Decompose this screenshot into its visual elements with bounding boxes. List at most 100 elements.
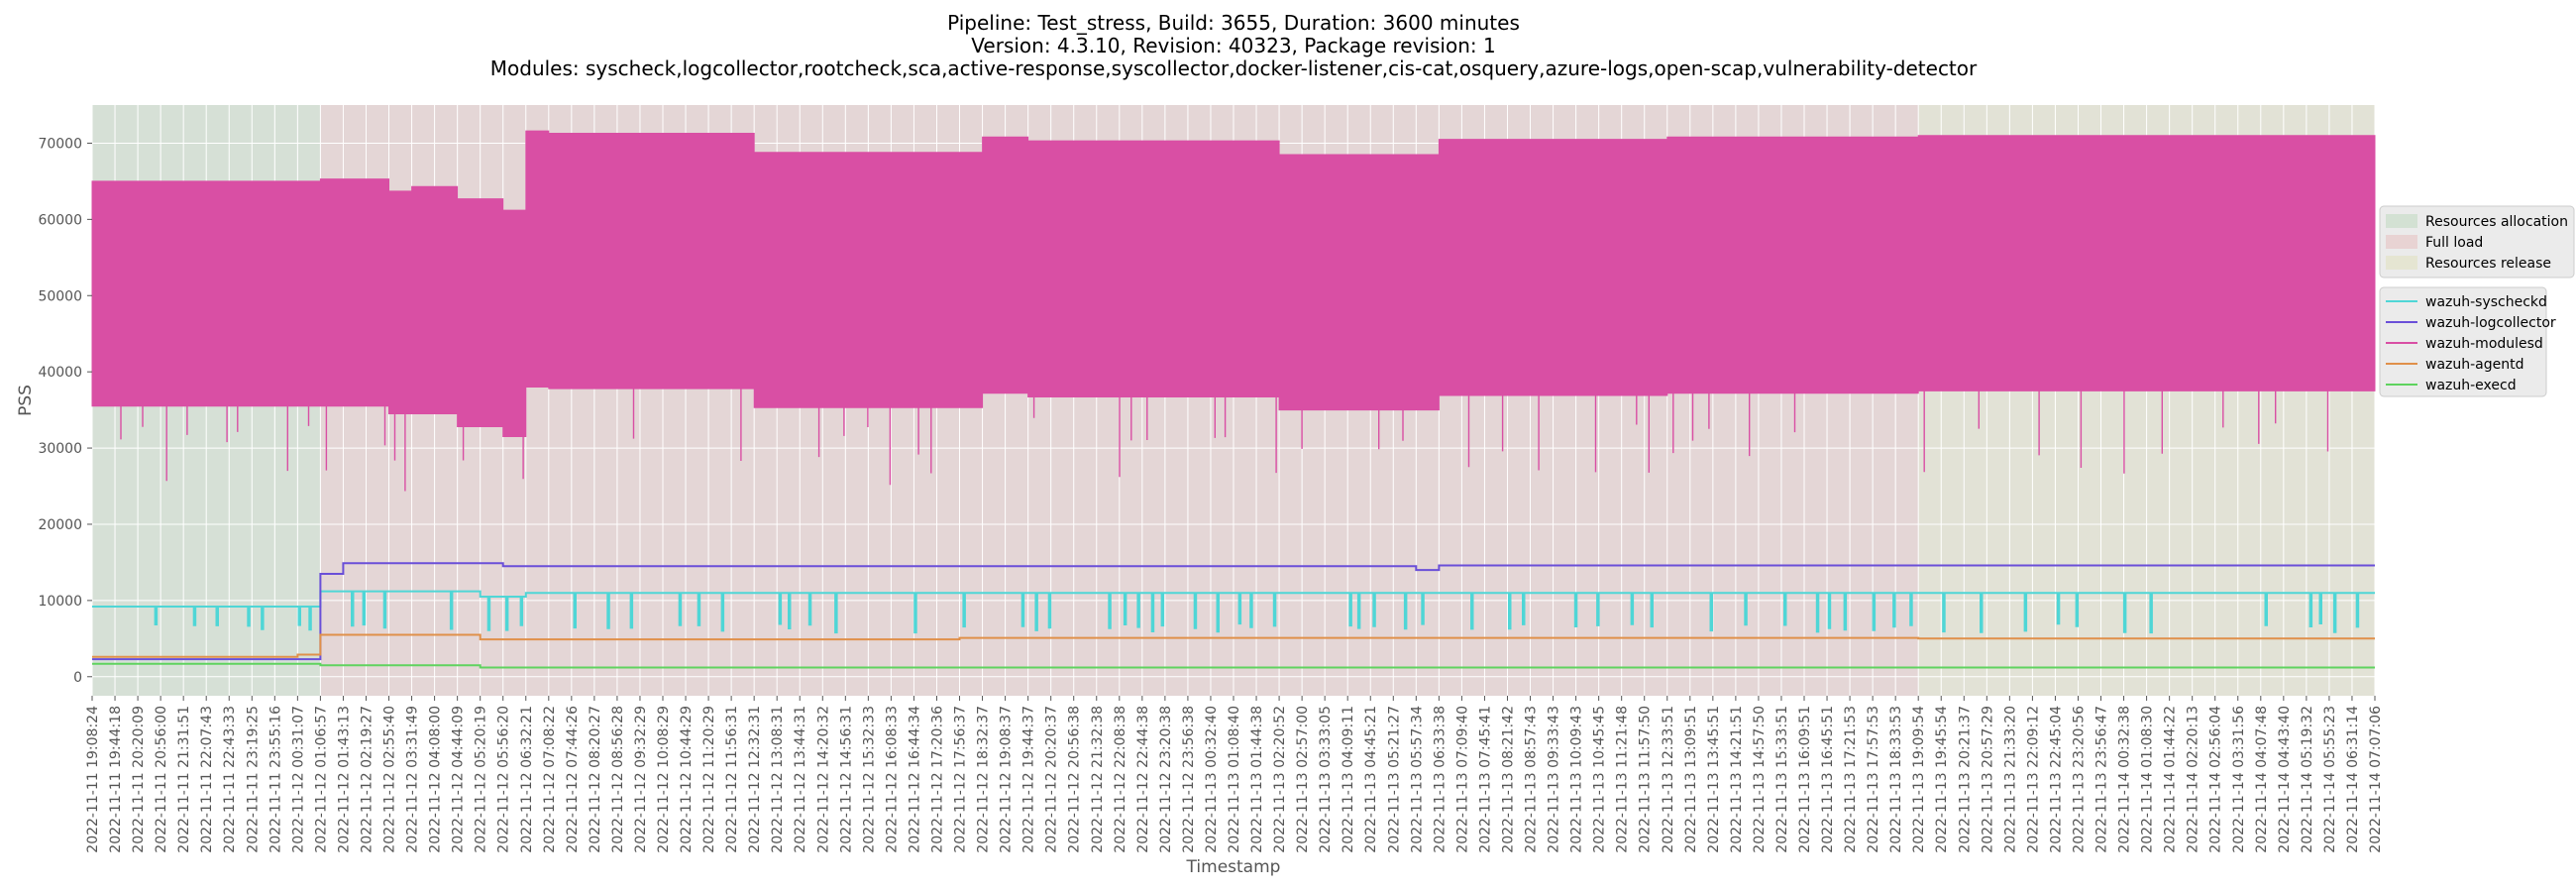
x-tick-label: 2022-11-12 04:08:00 <box>428 706 444 853</box>
x-tick-label: 2022-11-12 21:32:38 <box>1090 706 1106 853</box>
phase-legend: Resources allocation Full load Resources r… <box>2379 205 2575 279</box>
x-axis-label: Timestamp <box>1186 857 1281 877</box>
x-tick-label: 2022-11-14 06:31:14 <box>2345 706 2361 853</box>
x-tick-label: 2022-11-12 02:19:27 <box>359 706 375 853</box>
x-tick-label: 2022-11-13 18:33:53 <box>1888 706 1904 853</box>
x-tick-label: 2022-11-13 11:21:48 <box>1615 706 1631 853</box>
x-tick-label: 2022-11-13 17:21:53 <box>1843 706 1859 853</box>
x-tick-label: 2022-11-13 19:45:54 <box>1934 706 1950 853</box>
x-tick-label: 2022-11-12 20:56:38 <box>1067 706 1083 853</box>
x-tick-label: 2022-11-14 07:07:06 <box>2368 706 2384 853</box>
x-tick-label: 2022-11-13 12:33:51 <box>1661 706 1676 853</box>
chart-title-line: Modules: syscheck,logcollector,rootcheck… <box>490 56 1978 80</box>
x-tick-label: 2022-11-12 01:06:57 <box>313 706 329 853</box>
series-legend-label: wazuh-agentd <box>2425 357 2524 373</box>
x-tick-label: 2022-11-12 23:56:38 <box>1181 706 1197 853</box>
x-tick-label: 2022-11-13 15:33:51 <box>1774 706 1790 853</box>
x-tick-label: 2022-11-13 01:44:38 <box>1249 706 1265 853</box>
phase-legend-label: Full load <box>2425 235 2483 251</box>
x-tick-label: 2022-11-12 15:32:33 <box>861 706 877 853</box>
x-tick-label: 2022-11-14 02:20:13 <box>2186 706 2201 853</box>
y-tick-label: 20000 <box>38 517 82 533</box>
phase-legend-swatch <box>2386 214 2417 228</box>
x-tick-label: 2022-11-12 11:56:31 <box>724 706 740 853</box>
x-tick-label: 2022-11-11 19:08:24 <box>85 706 101 853</box>
x-tick-label: 2022-11-13 10:45:45 <box>1592 706 1608 853</box>
x-tick-label: 2022-11-12 18:32:37 <box>976 706 992 853</box>
x-tick-label: 2022-11-14 01:44:22 <box>2163 706 2179 853</box>
x-tick-label: 2022-11-12 23:20:38 <box>1158 706 1174 853</box>
x-tick-label: 2022-11-13 05:21:27 <box>1386 706 1402 853</box>
x-tick-label: 2022-11-11 22:43:33 <box>222 706 238 853</box>
phase-legend-label: Resources release <box>2425 256 2551 272</box>
x-tick-label: 2022-11-11 22:07:43 <box>199 706 215 853</box>
chart-title-line: Pipeline: Test_stress, Build: 3655, Dura… <box>947 11 1520 35</box>
x-tick-label: 2022-11-11 20:56:00 <box>154 706 169 853</box>
x-tick-label: 2022-11-14 05:55:23 <box>2322 706 2338 853</box>
y-axis-label: PSS <box>16 385 36 416</box>
chart-title-line: Version: 4.3.10, Revision: 40323, Packag… <box>971 34 1495 57</box>
x-tick-label: 2022-11-12 14:20:32 <box>815 706 831 853</box>
x-tick-label: 2022-11-13 08:21:42 <box>1500 706 1516 853</box>
x-tick-label: 2022-11-12 06:32:21 <box>519 706 535 853</box>
x-tick-label: 2022-11-12 07:44:26 <box>565 706 581 853</box>
x-tick-label: 2022-11-13 04:09:11 <box>1341 706 1356 853</box>
phase-legend-swatch <box>2386 256 2417 270</box>
x-tick-label: 2022-11-13 05:57:34 <box>1409 706 1425 853</box>
x-tick-label: 2022-11-12 11:20:29 <box>701 706 717 853</box>
x-tick-label: 2022-11-13 16:09:51 <box>1797 706 1813 853</box>
y-tick-label: 70000 <box>38 136 82 152</box>
x-tick-label: 2022-11-12 19:08:37 <box>999 706 1015 853</box>
x-tick-label: 2022-11-14 00:32:38 <box>2117 706 2133 853</box>
x-tick-label: 2022-11-12 01:43:13 <box>336 706 352 853</box>
phase-legend-frame <box>2379 205 2575 279</box>
x-tick-label: 2022-11-13 14:57:50 <box>1752 706 1768 853</box>
x-tick-label: 2022-11-13 13:09:51 <box>1683 706 1699 853</box>
x-tick-label: 2022-11-13 20:21:37 <box>1957 706 1973 853</box>
series-legend-label: wazuh-modulesd <box>2425 336 2543 352</box>
x-tick-label: 2022-11-12 02:55:40 <box>382 706 398 853</box>
x-tick-label: 2022-11-12 07:08:22 <box>542 706 558 853</box>
x-tick-label: 2022-11-11 20:20:09 <box>131 706 147 853</box>
x-tick-label: 2022-11-11 23:55:16 <box>268 706 283 853</box>
series-line-wazuh-syscheckd <box>92 590 2375 634</box>
x-tick-label: 2022-11-11 19:44:18 <box>108 706 124 853</box>
x-tick-label: 2022-11-12 05:20:19 <box>474 706 489 853</box>
x-tick-label: 2022-11-13 11:57:50 <box>1638 706 1654 853</box>
series-line-wazuh-logcollector <box>92 562 2375 661</box>
x-tick-label: 2022-11-13 23:20:56 <box>2071 706 2087 853</box>
x-tick-label: 2022-11-14 03:31:56 <box>2231 706 2247 853</box>
x-tick-label: 2022-11-12 16:44:34 <box>907 706 922 853</box>
x-tick-label: 2022-11-13 02:57:00 <box>1295 706 1311 853</box>
x-tick-label: 2022-11-12 13:44:31 <box>793 706 808 853</box>
x-tick-label: 2022-11-13 03:33:05 <box>1318 706 1334 853</box>
x-tick-label: 2022-11-12 10:44:29 <box>679 706 695 853</box>
x-tick-label: 2022-11-13 14:21:51 <box>1729 706 1745 853</box>
x-tick-label: 2022-11-13 08:57:43 <box>1524 706 1540 853</box>
series-legend-frame <box>2379 286 2547 397</box>
x-tick-label: 2022-11-13 17:57:53 <box>1866 706 1881 853</box>
x-tick-label: 2022-11-14 02:56:04 <box>2208 706 2224 853</box>
x-tick-label: 2022-11-13 04:45:21 <box>1363 706 1379 853</box>
x-tick-label: 2022-11-11 21:31:51 <box>176 706 192 853</box>
x-tick-label: 2022-11-12 20:20:37 <box>1044 706 1060 853</box>
series-line-wazuh-execd <box>92 662 2375 669</box>
x-tick-label: 2022-11-13 01:08:40 <box>1227 706 1242 853</box>
y-tick-label: 50000 <box>38 288 82 304</box>
series-legend-label: wazuh-logcollector <box>2425 315 2556 331</box>
x-tick-label: 2022-11-12 13:08:31 <box>770 706 786 853</box>
x-tick-label: 2022-11-13 20:57:29 <box>1980 706 1995 853</box>
x-tick-label: 2022-11-13 13:45:51 <box>1706 706 1722 853</box>
phase-legend-swatch <box>2386 235 2417 249</box>
y-tick-label: 0 <box>73 670 82 686</box>
series-legend-label: wazuh-syscheckd <box>2425 294 2547 310</box>
x-tick-label: 2022-11-13 00:32:40 <box>1204 706 1220 853</box>
x-tick-label: 2022-11-12 22:44:38 <box>1135 706 1151 853</box>
x-tick-label: 2022-11-13 09:33:43 <box>1547 706 1562 853</box>
x-tick-label: 2022-11-11 23:19:25 <box>245 706 261 853</box>
series-legend-label: wazuh-execd <box>2425 378 2517 393</box>
x-tick-label: 2022-11-12 00:31:07 <box>290 706 306 853</box>
x-tick-label: 2022-11-12 14:56:31 <box>838 706 854 853</box>
